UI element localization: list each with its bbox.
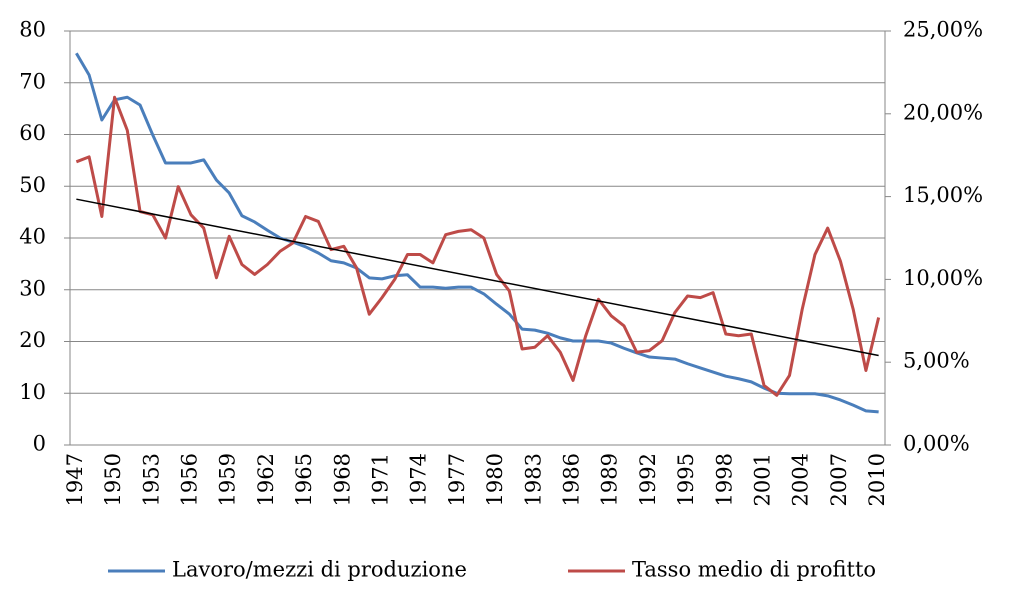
y-tick-label: 80 (19, 18, 46, 42)
y-tick-label: 10 (19, 380, 46, 404)
y2-tick-label: 10,00% (903, 266, 983, 290)
y2-tick-label: 15,00% (903, 183, 983, 207)
x-tick-label: 1971 (368, 453, 392, 506)
x-tick-label: 2001 (751, 453, 775, 506)
x-tick-label: 1947 (63, 453, 87, 506)
y-tick-label: 30 (19, 276, 46, 300)
x-tick-label: 2010 (865, 453, 889, 506)
x-tick-label: 1956 (177, 453, 201, 506)
x-tick-label: 1953 (139, 453, 163, 506)
x-tick-label: 1962 (254, 453, 278, 506)
y2-tick-label: 25,00% (903, 18, 983, 42)
x-tick-label: 1980 (483, 453, 507, 506)
x-tick-label: 1998 (712, 453, 736, 506)
y-tick-label: 40 (19, 225, 46, 249)
x-tick-label: 1950 (101, 453, 125, 506)
x-tick-label: 2007 (827, 453, 851, 506)
y-tick-label: 20 (19, 328, 46, 352)
legend-label: Lavoro/mezzi di produzione (172, 558, 467, 582)
x-tick-label: 1959 (216, 453, 240, 506)
y2-tick-label: 5,00% (903, 349, 970, 373)
x-tick-label: 1983 (521, 453, 545, 506)
x-tick-label: 1965 (292, 453, 316, 506)
series-line (75, 52, 879, 414)
series-line (75, 95, 881, 397)
x-tick-label: 1992 (636, 453, 660, 506)
y2-tick-label: 20,00% (903, 100, 983, 124)
x-tick-label: 2004 (789, 453, 813, 506)
y-tick-label: 70 (19, 69, 46, 93)
x-tick-label: 1977 (445, 453, 469, 506)
legend-label: Tasso medio di profitto (632, 558, 876, 582)
x-tick-label: 1974 (407, 453, 431, 506)
y-tick-label: 0 (33, 432, 46, 456)
x-tick-label: 1986 (560, 453, 584, 506)
x-tick-label: 1995 (674, 453, 698, 506)
trend-line (76, 198, 879, 357)
y-tick-label: 60 (19, 121, 46, 145)
x-tick-label: 1989 (598, 453, 622, 506)
y-tick-label: 50 (19, 173, 46, 197)
y2-tick-label: 0,00% (903, 432, 970, 456)
x-tick-label: 1968 (330, 453, 354, 506)
